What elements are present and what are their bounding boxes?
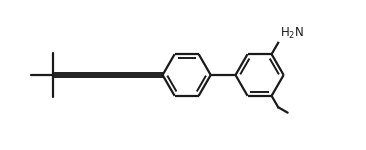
Text: H$_2$N: H$_2$N: [280, 26, 304, 41]
